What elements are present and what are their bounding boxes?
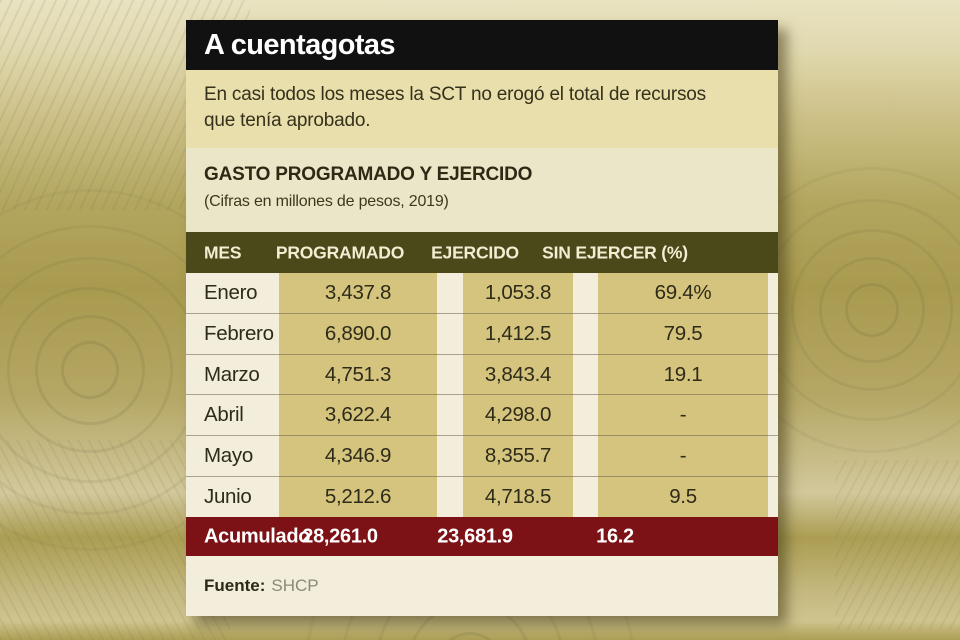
ejercido-cell: 1,412.5 bbox=[484, 321, 552, 345]
programado-cell: 4,346.9 bbox=[324, 444, 392, 468]
headline: A cuentagotas bbox=[204, 28, 396, 61]
month-cell: Marzo bbox=[204, 362, 260, 386]
ejercido-cell: 3,843.4 bbox=[484, 362, 552, 386]
month-cell: Junio bbox=[204, 485, 252, 509]
lede-line-1: En casi todos los meses la SCT no erogó … bbox=[204, 84, 706, 105]
ejercido-cell: 8,355.7 bbox=[484, 444, 552, 468]
month-cell: Mayo bbox=[204, 444, 253, 468]
chart-subheading: (Cifras en millones de pesos, 2019) bbox=[204, 193, 449, 210]
source-row: Fuente: SHCP bbox=[186, 556, 778, 616]
ejercido-cell: 1,053.8 bbox=[484, 280, 552, 304]
programado-cell: 6,890.0 bbox=[324, 321, 392, 345]
table-row: Abril 3,622.4 4,298.0 - bbox=[186, 394, 778, 435]
table-row: Febrero 6,890.0 1,412.5 79.5 bbox=[186, 312, 778, 354]
total-programado: 28,261.0 bbox=[302, 525, 378, 547]
programado-cell: 3,622.4 bbox=[324, 403, 392, 427]
programado-cell: 3,437.8 bbox=[324, 280, 392, 304]
month-cell: Abril bbox=[204, 403, 244, 427]
sin-ejercer-cell: - bbox=[679, 403, 687, 427]
source-label: Fuente: bbox=[204, 576, 266, 595]
source-value: SHCP bbox=[271, 576, 319, 595]
programado-cell: 5,212.6 bbox=[324, 485, 392, 509]
sin-ejercer-cell: 9.5 bbox=[669, 485, 697, 509]
table-row: Enero 3,437.8 1,053.8 69.4% bbox=[186, 273, 778, 313]
ejercido-cell: 4,718.5 bbox=[484, 485, 552, 509]
chart-heading: GASTO PROGRAMADO Y EJERCIDO bbox=[204, 164, 533, 185]
col-header-sin-ejercer: SIN EJERCER (%) bbox=[542, 242, 688, 262]
sin-ejercer-cell: - bbox=[679, 444, 687, 468]
programado-cell: 4,751.3 bbox=[324, 362, 392, 386]
table-row: Marzo 4,751.3 3,843.4 19.1 bbox=[186, 353, 778, 395]
ejercido-cell: 4,298.0 bbox=[484, 403, 552, 427]
table-header-row: MES PROGRAMADO EJERCIDO SIN EJERCER (%) bbox=[186, 232, 778, 273]
lede-line-2: que tenía aprobado. bbox=[204, 110, 371, 131]
sin-ejercer-cell: 79.5 bbox=[663, 321, 703, 345]
col-header-mes: MES bbox=[204, 242, 242, 262]
col-header-ejercido: EJERCIDO bbox=[431, 242, 519, 262]
table-row: Junio 5,212.6 4,718.5 9.5 bbox=[186, 476, 778, 517]
total-row: Acumulado 28,261.0 23,681.9 16.2 bbox=[186, 517, 778, 556]
sin-ejercer-cell: 69.4% bbox=[654, 280, 712, 304]
table-body: Enero 3,437.8 1,053.8 69.4% Febrero 6,89… bbox=[186, 273, 778, 517]
total-ejercido: 23,681.9 bbox=[437, 525, 513, 547]
total-sin-ejercer: 16.2 bbox=[596, 525, 634, 547]
month-cell: Febrero bbox=[204, 321, 274, 345]
headline-bar: A cuentagotas bbox=[186, 20, 778, 70]
chart-heading-block: GASTO PROGRAMADO Y EJERCIDO (Cifras en m… bbox=[186, 148, 778, 232]
infographic-card: A cuentagotas En casi todos los meses la… bbox=[186, 20, 778, 616]
total-label: Acumulado bbox=[204, 525, 311, 547]
sin-ejercer-cell: 19.1 bbox=[663, 362, 703, 386]
month-cell: Enero bbox=[204, 280, 258, 304]
col-header-programado: PROGRAMADO bbox=[275, 242, 405, 262]
table-rows: Enero 3,437.8 1,053.8 69.4% Febrero 6,89… bbox=[186, 273, 778, 517]
lede: En casi todos los meses la SCT no erogó … bbox=[186, 70, 778, 148]
table-row: Mayo 4,346.9 8,355.7 - bbox=[186, 435, 778, 476]
